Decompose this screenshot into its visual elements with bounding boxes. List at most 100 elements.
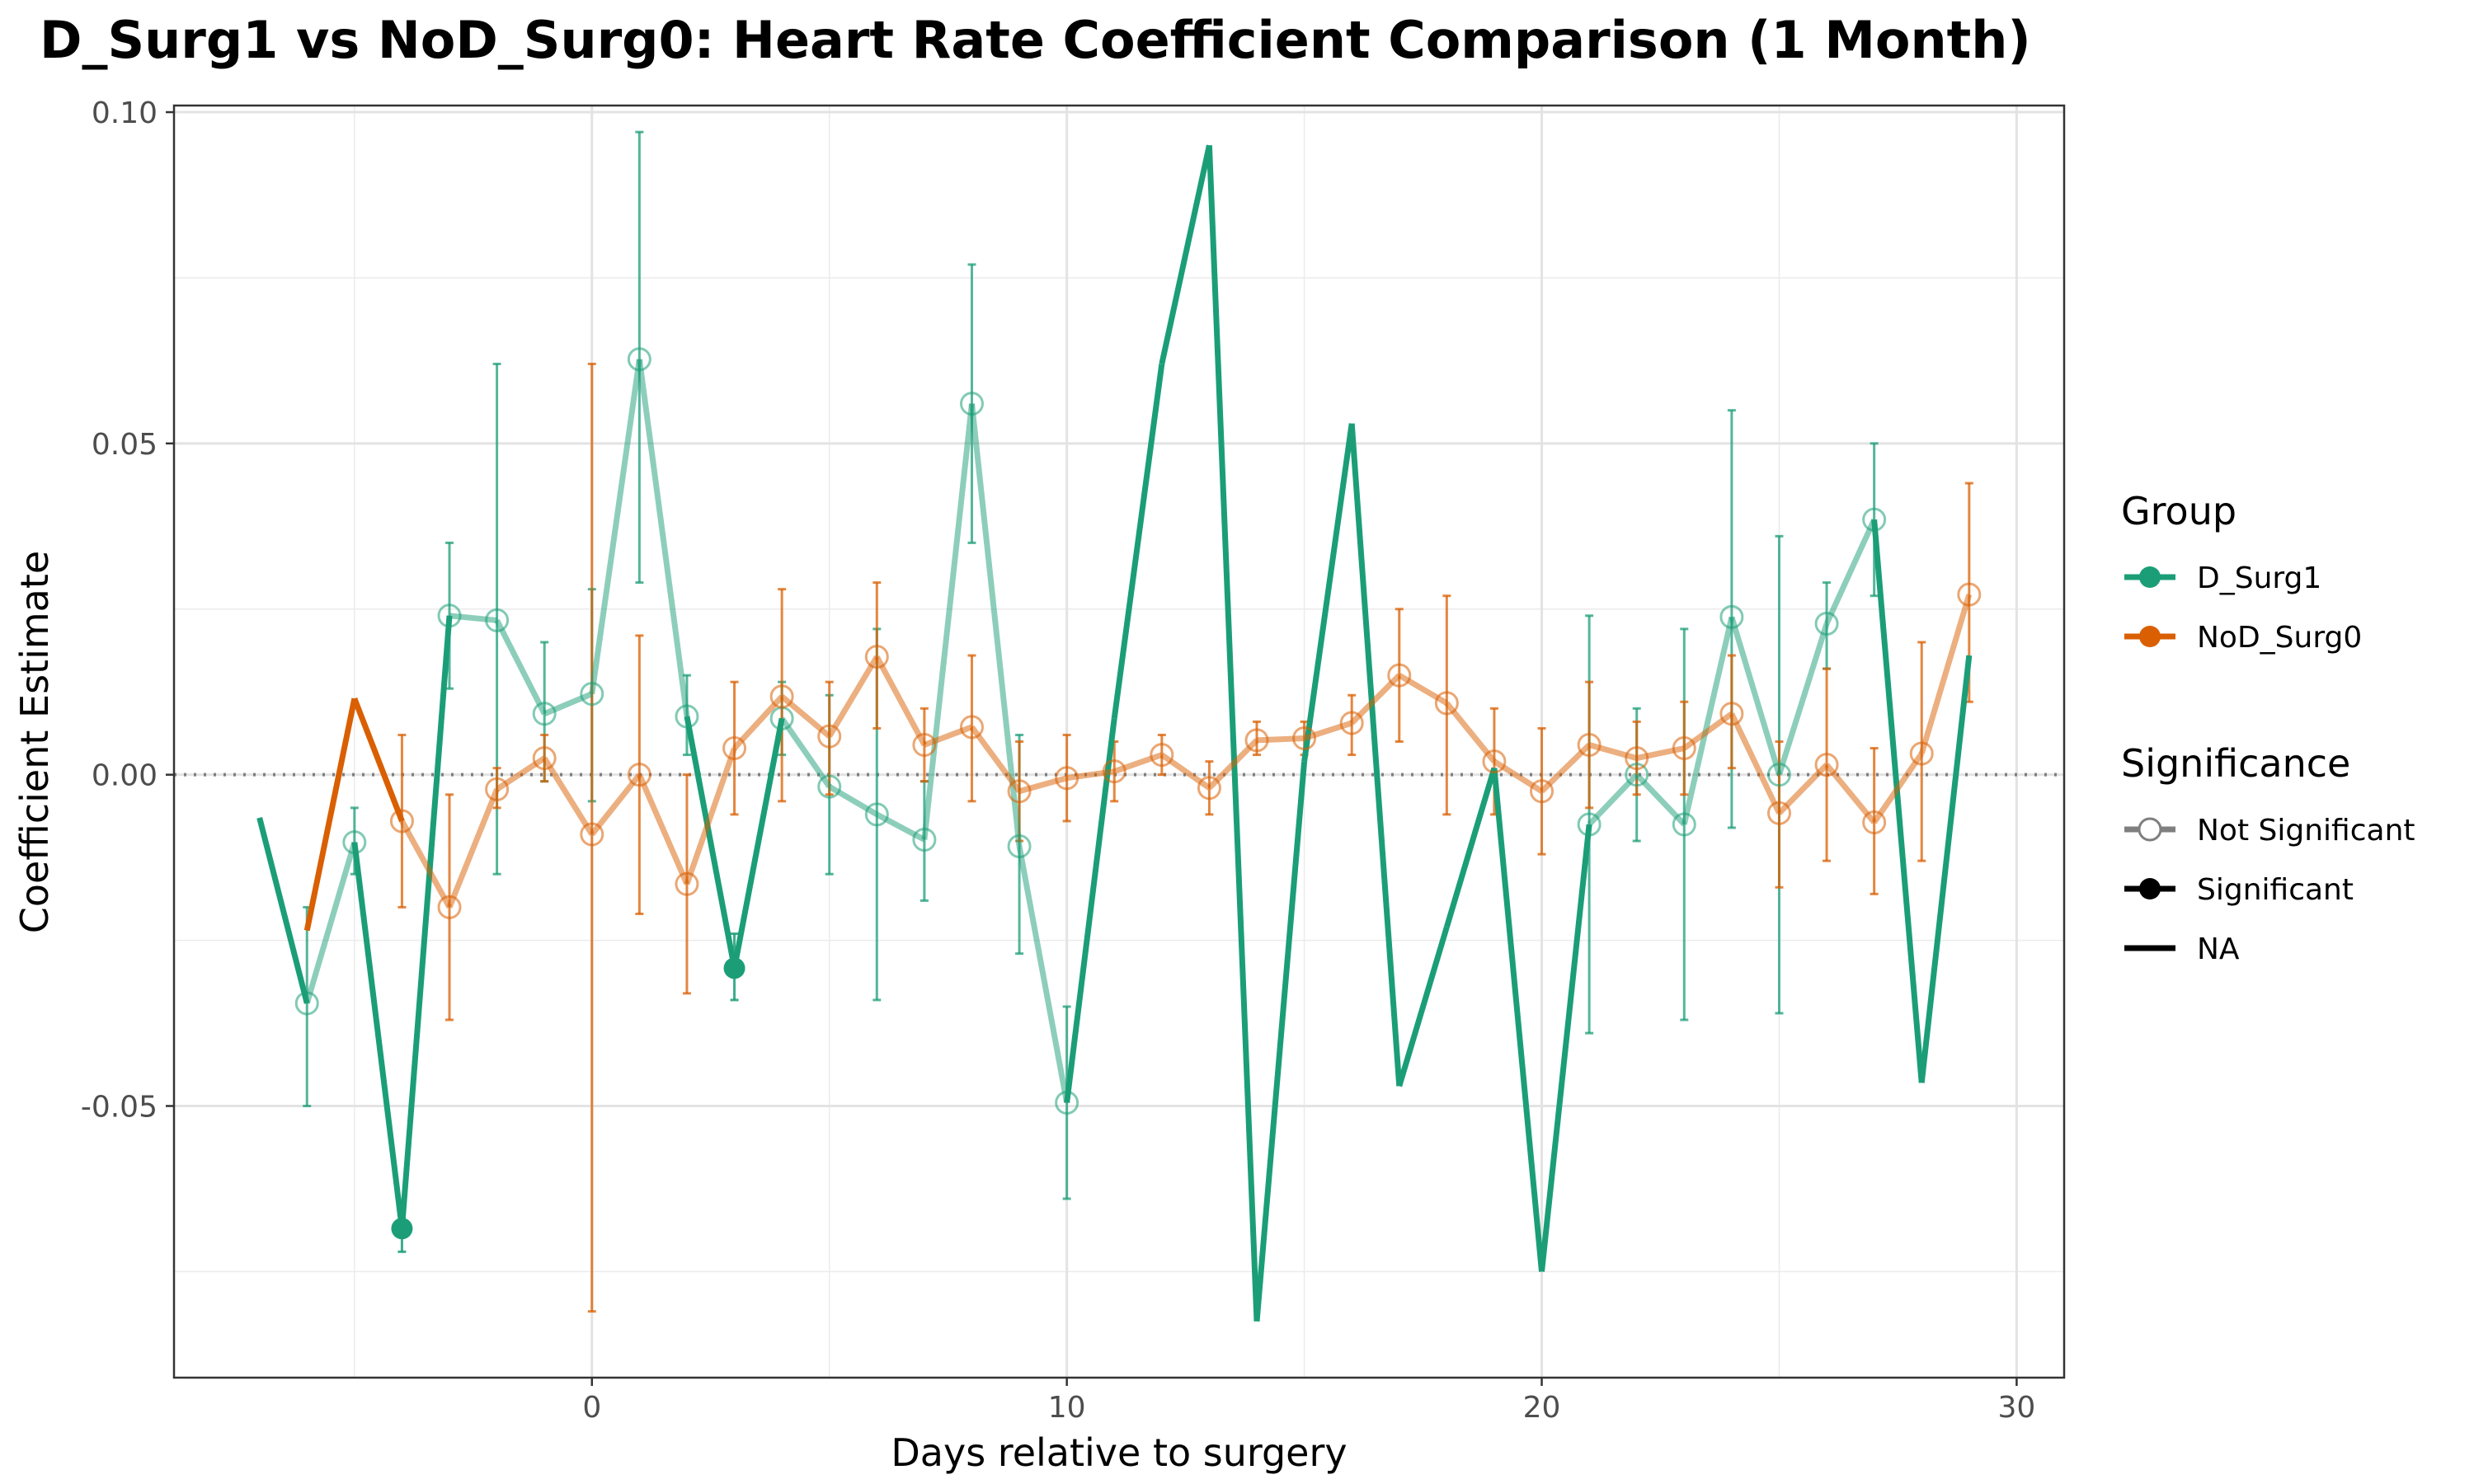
series-segment-nod-surg0 [1397,673,1449,706]
legend-item-not-significant: Not Significant [2124,814,2415,848]
data-points [294,347,1982,1240]
point-not-significant-nod-surg0 [1625,746,1649,771]
point-not-significant-d-surg1 [627,347,651,372]
x-axis-title: Days relative to surgery [891,1430,1347,1475]
point-not-significant-d-surg1 [1672,812,1696,837]
legend-item-d-surg1: D_Surg1 [2124,561,2321,595]
legend-key-filled-circle [2139,878,2161,899]
point-not-significant-d-surg1 [675,704,699,729]
legend-key-open-circle [2138,817,2162,842]
point-not-significant-d-surg1 [1862,507,1887,532]
series-segment-nod-surg0 [1256,735,1305,744]
point-not-significant-nod-surg0 [485,777,510,801]
series-segment-nod-surg0 [1871,751,1925,824]
legend-label-na: NA [2197,932,2240,966]
series-segment-nod-surg0 [446,788,500,909]
point-not-significant-d-surg1 [1007,834,1032,858]
point-not-significant-nod-surg0 [1150,743,1174,768]
point-not-significant-nod-surg0 [1530,779,1554,804]
point-not-significant-nod-surg0 [1957,582,1982,607]
point-not-significant-nod-surg0 [1482,749,1507,774]
legend-label-d-surg1: D_Surg1 [2197,561,2321,595]
point-not-significant-d-surg1 [1055,1090,1079,1115]
point-not-significant-nod-surg0 [1434,691,1459,716]
series-segment-d-surg1 [1539,824,1592,1272]
series-segment-d-surg1 [1918,655,1973,1083]
point-not-significant-d-surg1 [1814,611,1839,636]
point-not-significant-nod-surg0 [532,746,557,771]
point-not-significant-nod-surg0 [1672,736,1696,761]
point-not-significant-d-surg1 [532,702,557,726]
point-not-significant-d-surg1 [437,603,462,628]
series-segment-d-surg1 [875,811,926,843]
series-segment-nod-surg0 [399,819,453,909]
series-segment-nod-surg0 [637,773,690,885]
series-segment-d-surg1 [1253,761,1308,1322]
point-not-significant-nod-surg0 [1102,759,1126,784]
point-not-significant-nod-surg0 [864,645,889,669]
point-not-significant-d-surg1 [912,827,937,852]
series-segment-d-surg1 [684,716,737,969]
series-segment-nod-surg0 [969,725,1022,793]
series-segment-d-surg1 [636,359,690,717]
series-segment-d-surg1 [1348,423,1403,1087]
series-segment-d-surg1 [1016,845,1070,1104]
series-segment-nod-surg0 [1729,712,1782,815]
y-axis-title: Coefficient Estimate [12,551,57,933]
series-segment-d-surg1 [1159,144,1212,365]
series-segment-d-surg1 [779,716,832,789]
series-segment-d-surg1 [921,403,975,840]
x-tick-label: 10 [1048,1391,1086,1425]
point-not-significant-nod-surg0 [1197,776,1221,801]
x-tick-label: 0 [582,1391,601,1425]
series-segment-nod-surg0 [684,747,737,885]
chart-title: D_Surg1 vs NoD_Surg0: Heart Rate Coeffic… [40,10,2031,70]
point-not-significant-nod-surg0 [722,736,747,761]
series-segment-d-surg1 [449,613,497,623]
point-not-significant-nod-surg0 [437,895,462,919]
series-segment-nod-surg0 [1635,745,1686,762]
series-segment-nod-surg0 [1493,758,1544,794]
y-axis-ticks: -0.05 0.00 0.05 0.10 [81,96,174,1125]
series-segment-d-surg1 [731,717,785,970]
series-segment-d-surg1 [1823,518,1877,625]
point-significant-d-surg1 [391,1218,413,1240]
point-not-significant-nod-surg0 [1766,801,1791,825]
y-tick-label: 0.10 [92,96,158,130]
legend-label-significant: Significant [2197,873,2354,907]
point-not-significant-d-surg1 [1577,812,1602,837]
series-segment-nod-surg0 [874,655,927,747]
point-not-significant-nod-surg0 [1862,810,1887,835]
point-not-significant-nod-surg0 [1909,741,1934,766]
point-not-significant-nod-surg0 [389,809,414,834]
series-segment-d-surg1 [1776,622,1830,776]
point-not-significant-nod-surg0 [580,822,604,847]
series-segment-nod-surg0 [542,756,595,836]
series-segment-d-surg1 [589,359,642,695]
point-not-significant-d-surg1 [1766,763,1791,787]
point-not-significant-d-surg1 [1625,763,1649,787]
series-segment-d-surg1 [1681,616,1735,825]
y-tick-label: 0.05 [92,428,158,462]
point-not-significant-nod-surg0 [675,871,699,896]
series-segment-d-surg1 [543,691,594,716]
point-not-significant-nod-surg0 [769,684,794,709]
legend: Group D_Surg1 NoD_Surg0 Significance Not… [2121,489,2415,966]
point-not-significant-d-surg1 [580,682,604,707]
point-not-significant-nod-surg0 [1577,733,1602,758]
series-segment-d-surg1 [1206,145,1260,1322]
series-segment-d-surg1 [398,615,453,1229]
series-segment-nod-surg0 [351,697,405,823]
series-segment-nod-surg0 [1113,752,1163,774]
x-axis-ticks: 0 10 20 30 [582,1378,2035,1425]
y-tick-label: -0.05 [81,1091,158,1125]
plot-panel [174,106,2064,1378]
series-segment-nod-surg0 [1303,720,1353,741]
series-segment-d-surg1 [1871,519,1925,1083]
series-segment-nod-surg0 [495,755,547,792]
point-not-significant-nod-surg0 [627,763,651,787]
point-not-significant-d-surg1 [342,830,367,855]
legend-key-dot [2139,566,2161,588]
series-segment-d-surg1 [827,784,879,817]
